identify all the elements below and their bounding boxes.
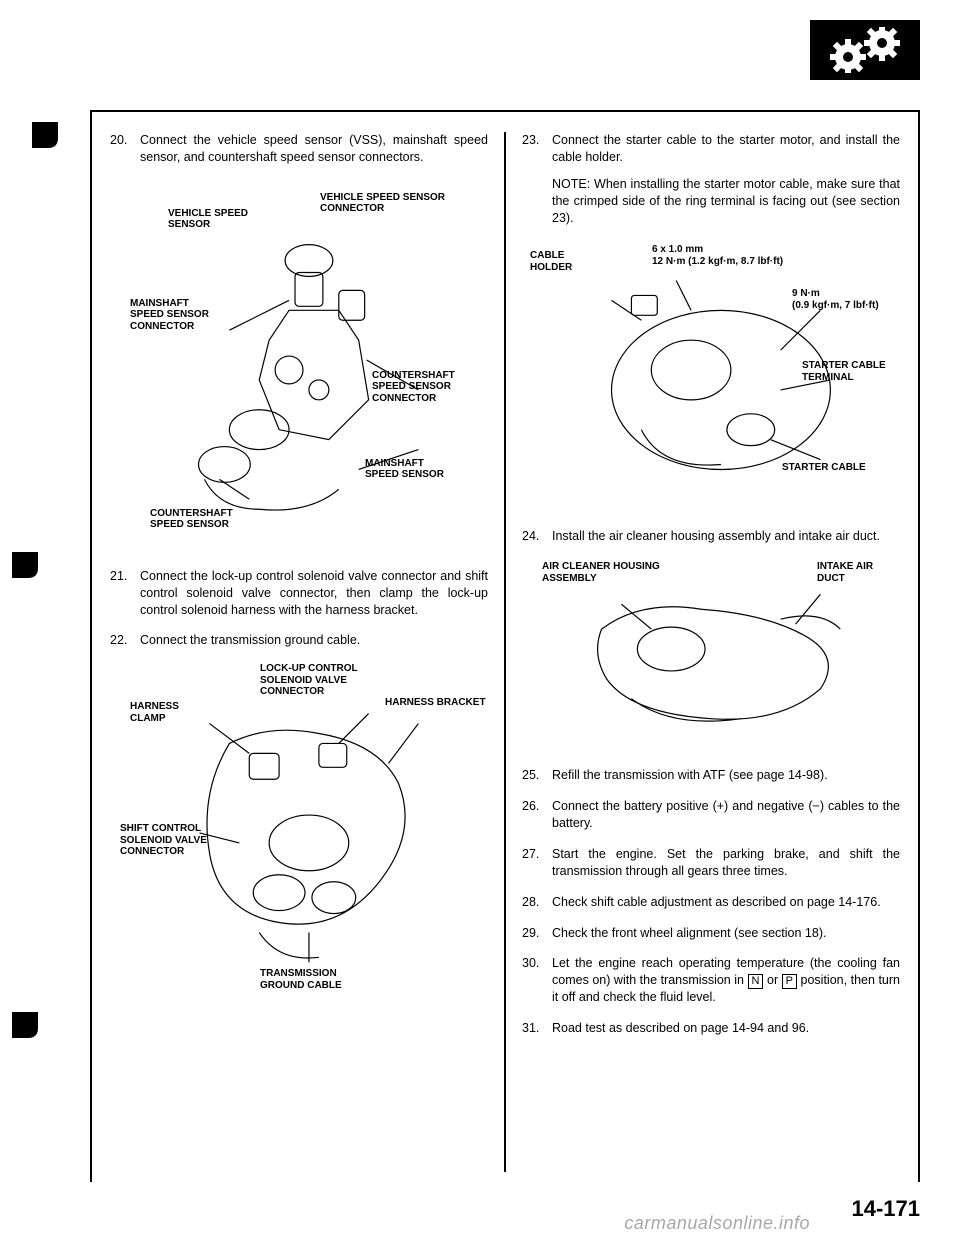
label-harness-bracket: HARNESS BRACKET xyxy=(385,697,486,709)
step-number: 27. xyxy=(522,846,544,880)
tab-arrow-icon xyxy=(10,1010,40,1040)
figure-starter-cable: CABLE HOLDER 6 x 1.0 mm 12 N·m (1.2 kgf·… xyxy=(522,240,900,510)
step-20: 20. Connect the vehicle speed sensor (VS… xyxy=(110,132,488,166)
label-shift-connector: SHIFT CONTROL SOLENOID VALVE CONNECTOR xyxy=(120,823,207,858)
step-number: 26. xyxy=(522,798,544,832)
gear-n-box: N xyxy=(748,974,764,989)
right-column: 23. Connect the starter cable to the sta… xyxy=(522,132,900,1172)
label-mainshaft-connector: MAINSHAFT SPEED SENSOR CONNECTOR xyxy=(130,298,209,333)
step-text: Connect the battery positive (+) and neg… xyxy=(552,798,900,832)
step-text: Check the front wheel alignment (see sec… xyxy=(552,925,900,942)
label-countershaft-connector: COUNTERSHAFT SPEED SENSOR CONNECTOR xyxy=(372,370,455,405)
label-intake-duct: INTAKE AIR DUCT xyxy=(817,561,873,584)
step-26: 26. Connect the battery positive (+) and… xyxy=(522,798,900,832)
label-torque-1: 6 x 1.0 mm 12 N·m (1.2 kgf·m, 8.7 lbf·ft… xyxy=(652,244,783,267)
tab-arrow-icon xyxy=(30,120,60,150)
label-mainshaft-sensor: MAINSHAFT SPEED SENSOR xyxy=(365,458,444,481)
step-number: 21. xyxy=(110,568,132,619)
watermark-text: carmanualsonline.info xyxy=(624,1213,810,1234)
step-number: 23. xyxy=(522,132,544,226)
step-number: 22. xyxy=(110,632,132,649)
step-text: Start the engine. Set the parking brake,… xyxy=(552,846,900,880)
left-column: 20. Connect the vehicle speed sensor (VS… xyxy=(110,132,488,1172)
gear-p-box: P xyxy=(782,974,797,989)
step-29: 29. Check the front wheel alignment (see… xyxy=(522,925,900,942)
step-22: 22. Connect the transmission ground cabl… xyxy=(110,632,488,649)
step-text: Connect the starter cable to the starter… xyxy=(552,132,900,226)
figure-air-cleaner: AIR CLEANER HOUSING ASSEMBLY INTAKE AIR … xyxy=(522,559,900,749)
label-cable-holder: CABLE HOLDER xyxy=(530,250,572,273)
step-text-main: Connect the starter cable to the starter… xyxy=(552,133,900,164)
step-note: NOTE: When installing the starter motor … xyxy=(552,176,900,227)
label-air-cleaner-housing: AIR CLEANER HOUSING ASSEMBLY xyxy=(542,561,660,584)
label-vss-connector: VEHICLE SPEED SENSOR CONNECTOR xyxy=(320,192,445,215)
step-27: 27. Start the engine. Set the parking br… xyxy=(522,846,900,880)
label-countershaft-sensor: COUNTERSHAFT SPEED SENSOR xyxy=(150,508,233,531)
label-starter-terminal: STARTER CABLE TERMINAL xyxy=(802,360,886,383)
step-number: 29. xyxy=(522,925,544,942)
step-21: 21. Connect the lock-up control solenoid… xyxy=(110,568,488,619)
label-vss: VEHICLE SPEED SENSOR xyxy=(168,208,248,231)
step-number: 30. xyxy=(522,955,544,1006)
step-number: 20. xyxy=(110,132,132,166)
label-lockup-connector: LOCK-UP CONTROL SOLENOID VALVE CONNECTOR xyxy=(260,663,358,698)
label-harness-clamp: HARNESS CLAMP xyxy=(130,701,179,724)
step-24: 24. Install the air cleaner housing asse… xyxy=(522,528,900,545)
step-28: 28. Check shift cable adjustment as desc… xyxy=(522,894,900,911)
step-25: 25. Refill the transmission with ATF (se… xyxy=(522,767,900,784)
tab-arrow-icon xyxy=(10,550,40,580)
step-text: Refill the transmission with ATF (see pa… xyxy=(552,767,900,784)
step-number: 25. xyxy=(522,767,544,784)
step-number: 24. xyxy=(522,528,544,545)
label-starter-cable: STARTER CABLE xyxy=(782,462,866,474)
page-number: 14-171 xyxy=(851,1196,920,1222)
step-30: 30. Let the engine reach operating tempe… xyxy=(522,955,900,1006)
figure-solenoid-connectors: LOCK-UP CONTROL SOLENOID VALVE CONNECTOR… xyxy=(110,663,488,993)
content-frame: 20. Connect the vehicle speed sensor (VS… xyxy=(90,110,920,1182)
step-number: 31. xyxy=(522,1020,544,1037)
step-text: Connect the transmission ground cable. xyxy=(140,632,488,649)
step-text: Check shift cable adjustment as describe… xyxy=(552,894,900,911)
step-text: Let the engine reach operating temperatu… xyxy=(552,955,900,1006)
step-text: Install the air cleaner housing assembly… xyxy=(552,528,900,545)
step30-mid: or xyxy=(763,973,781,987)
step-text: Connect the lock-up control solenoid val… xyxy=(140,568,488,619)
step-31: 31. Road test as described on page 14-94… xyxy=(522,1020,900,1037)
gear-assembly-icon xyxy=(810,20,920,80)
label-torque-2: 9 N·m (0.9 kgf·m, 7 lbf·ft) xyxy=(792,288,879,311)
step-text: Road test as described on page 14-94 and… xyxy=(552,1020,900,1037)
step-23: 23. Connect the starter cable to the sta… xyxy=(522,132,900,226)
step-text: Connect the vehicle speed sensor (VSS), … xyxy=(140,132,488,166)
column-divider xyxy=(504,132,506,1172)
figure-speed-sensors: VEHICLE SPEED SENSOR VEHICLE SPEED SENSO… xyxy=(110,180,488,550)
step-number: 28. xyxy=(522,894,544,911)
label-ground-cable: TRANSMISSION GROUND CABLE xyxy=(260,968,342,991)
